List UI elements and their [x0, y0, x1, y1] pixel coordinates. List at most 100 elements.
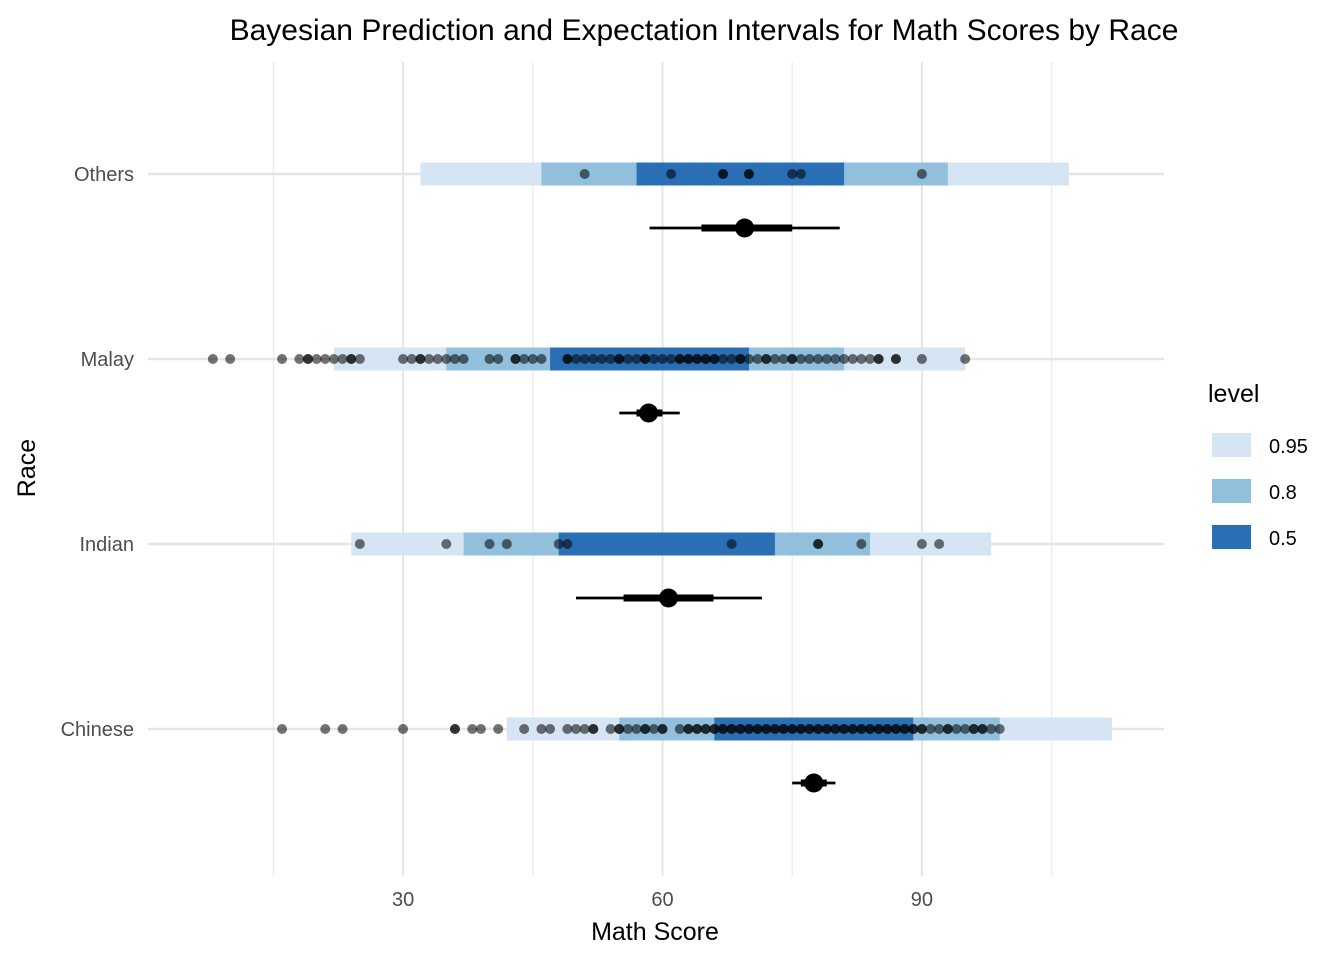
observation-point — [493, 724, 504, 734]
observation-point — [277, 354, 288, 364]
legend-label: 0.8 — [1269, 482, 1297, 504]
y-tick-label-indian: Indian — [80, 534, 135, 556]
observation-point — [761, 724, 772, 734]
observation-point — [718, 169, 729, 179]
observation-point — [916, 169, 927, 179]
observation-point — [916, 354, 927, 364]
observation-point — [579, 724, 590, 734]
observation-point — [925, 724, 936, 734]
observation-point — [475, 724, 486, 734]
observation-point — [605, 354, 616, 364]
observation-point — [839, 354, 850, 364]
observation-point — [354, 354, 365, 364]
observation-point — [778, 354, 789, 364]
observation-point — [622, 354, 633, 364]
expectation-mean-point — [639, 403, 659, 423]
observation-point — [674, 354, 685, 364]
observation-point — [501, 539, 512, 549]
observation-point — [648, 724, 659, 734]
observation-point — [562, 724, 573, 734]
observation-point — [398, 724, 409, 734]
legend-label: 0.5 — [1269, 528, 1297, 550]
observation-point — [916, 724, 927, 734]
observation-point — [856, 354, 867, 364]
observation-point — [769, 354, 780, 364]
observation-point — [320, 724, 331, 734]
observation-point — [631, 724, 642, 734]
observation-point — [398, 354, 409, 364]
observation-point — [743, 169, 754, 179]
x-axis-title: Math Score — [591, 918, 719, 946]
prediction-intervals — [333, 162, 1113, 741]
expectation-intervals — [576, 218, 840, 793]
observation-point — [787, 724, 798, 734]
observation-point — [709, 724, 720, 734]
observation-point — [700, 724, 711, 734]
observation-point — [640, 724, 651, 734]
observation-point — [787, 169, 798, 179]
observation-point — [692, 354, 703, 364]
observation-point — [804, 724, 815, 734]
observation-point — [346, 354, 357, 364]
observation-point — [743, 354, 754, 364]
observation-point — [666, 169, 677, 179]
observation-point — [787, 354, 798, 364]
observation-point — [873, 724, 884, 734]
observation-point — [839, 724, 850, 734]
observation-point — [951, 724, 962, 734]
observation-point — [605, 724, 616, 734]
observation-point — [718, 354, 729, 364]
observation-point — [899, 724, 910, 734]
observation-point — [571, 724, 582, 734]
observation-point — [536, 354, 547, 364]
observation-point — [406, 354, 417, 364]
observation-point — [890, 354, 901, 364]
observation-point — [631, 354, 642, 364]
observation-point — [821, 354, 832, 364]
observation-point — [830, 354, 841, 364]
observation-point — [795, 169, 806, 179]
observation-point — [795, 354, 806, 364]
observation-point — [795, 724, 806, 734]
observation-point — [510, 354, 521, 364]
axes: 30 60 90 Chinese Indian Malay Others — [61, 164, 933, 911]
observation-point — [519, 724, 530, 734]
observation-point — [856, 724, 867, 734]
observation-point — [821, 724, 832, 734]
y-tick-label-malay: Malay — [81, 349, 134, 371]
observation-point — [813, 354, 824, 364]
observation-point — [735, 724, 746, 734]
observation-point — [640, 354, 651, 364]
observation-point — [683, 354, 694, 364]
observation-point — [726, 354, 737, 364]
expectation-mean-point — [659, 588, 679, 608]
observation-point — [415, 354, 426, 364]
observation-point — [813, 724, 824, 734]
observation-point — [484, 354, 495, 364]
observation-point — [571, 354, 582, 364]
observation-point — [692, 724, 703, 734]
observation-point — [709, 354, 720, 364]
observation-point — [588, 724, 599, 734]
observation-point — [865, 354, 876, 364]
observation-point — [683, 724, 694, 734]
observation-point — [994, 724, 1005, 734]
x-tick-label: 60 — [651, 889, 673, 911]
observation-point — [934, 539, 945, 549]
chart-title: Bayesian Prediction and Expectation Inte… — [230, 14, 1179, 47]
observation-point — [467, 724, 478, 734]
legend: level 0.95 0.8 0.5 — [1208, 380, 1308, 550]
observation-point — [847, 354, 858, 364]
observation-point — [449, 724, 460, 734]
observation-point — [890, 724, 901, 734]
observation-point — [225, 354, 236, 364]
observation-point — [666, 354, 677, 364]
observation-point — [458, 354, 469, 364]
observation-point — [424, 354, 435, 364]
observation-point — [302, 354, 313, 364]
observation-point — [207, 354, 218, 364]
observation-point — [311, 354, 322, 364]
legend-key-0.5 — [1212, 525, 1251, 549]
observation-point — [536, 724, 547, 734]
